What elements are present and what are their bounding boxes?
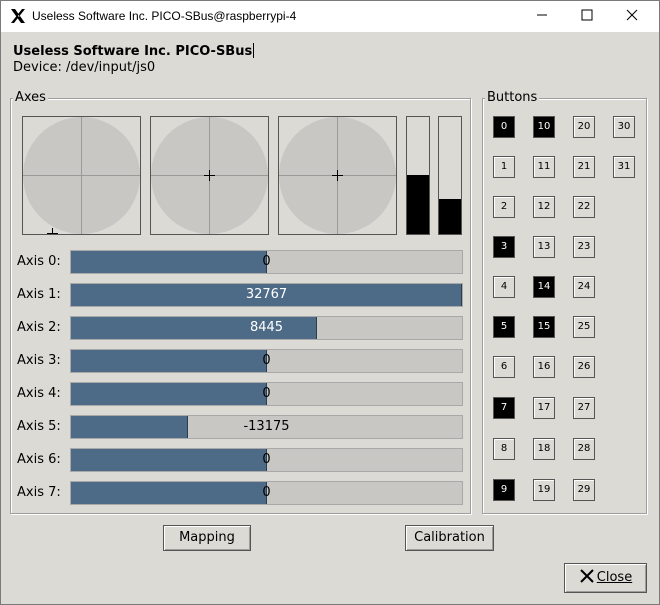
axis-progress-bar: 0 [70, 382, 463, 406]
close-button-label: Close [596, 570, 633, 585]
axis-progress-fill [71, 317, 317, 339]
minimize-button[interactable] [519, 1, 565, 32]
app-name: Useless Software Inc. PICO-SBus [13, 43, 255, 59]
axis-progress-bar: 0 [70, 250, 463, 274]
joystick-button-18: 18 [533, 438, 555, 460]
axis-progress-bar: -13175 [70, 415, 463, 439]
close-x-icon [579, 567, 595, 595]
axis-value: 0 [262, 254, 271, 269]
axis-value: 0 [262, 353, 271, 368]
axis-label: Axis 5: [17, 419, 61, 434]
stick-position-marker [332, 170, 343, 181]
joystick-button-0: 0 [493, 116, 515, 138]
axis-progress-bar: 8445 [70, 316, 463, 340]
axis-progress-fill [71, 383, 267, 405]
close-icon [626, 9, 638, 25]
axis-label: Axis 6: [17, 452, 61, 467]
joystick-button-9: 9 [493, 479, 515, 501]
axis-progress-fill [71, 449, 267, 471]
joystick-button-28: 28 [573, 438, 595, 460]
axis-progress-fill [71, 482, 267, 504]
joystick-button-21: 21 [573, 156, 595, 178]
joystick-button-12: 12 [533, 196, 555, 218]
axis-progress-bar: 0 [70, 481, 463, 505]
joystick-button-7: 7 [493, 397, 515, 419]
maximize-button[interactable] [564, 1, 610, 32]
joystick-button-29: 29 [573, 479, 595, 501]
joystick-button-19: 19 [533, 479, 555, 501]
axis-value: 0 [262, 452, 271, 467]
axis-progress-fill [71, 251, 267, 273]
joystick-button-13: 13 [533, 236, 555, 258]
level-fill [407, 175, 429, 234]
joystick-button-22: 22 [573, 196, 595, 218]
crosshair-v [81, 117, 82, 234]
x11-logo-icon [10, 8, 26, 28]
joystick-button-1: 1 [493, 156, 515, 178]
joystick-button-4: 4 [493, 276, 515, 298]
axes-frame-label: Axes [13, 90, 48, 105]
joystick-button-14: 14 [533, 276, 555, 298]
joystick-button-30: 30 [613, 116, 635, 138]
maximize-icon [581, 9, 593, 25]
window-title: Useless Software Inc. PICO-SBus@raspberr… [32, 9, 297, 23]
axis-label: Axis 4: [17, 386, 61, 401]
joystick-button-17: 17 [533, 397, 555, 419]
mapping-button[interactable]: Mapping [163, 525, 251, 551]
level-bar-1 [406, 116, 430, 235]
joystick-button-11: 11 [533, 156, 555, 178]
close-button[interactable]: Close [564, 563, 647, 593]
axis-value: 8445 [249, 320, 284, 335]
joystick-button-26: 26 [573, 356, 595, 378]
axis-value: 0 [262, 485, 271, 500]
joystick-button-23: 23 [573, 236, 595, 258]
joystick-button-31: 31 [613, 156, 635, 178]
axes-frame [10, 98, 471, 514]
level-fill [439, 199, 461, 234]
joystick-button-16: 16 [533, 356, 555, 378]
close-window-button[interactable] [609, 1, 655, 32]
axis-label: Axis 3: [17, 353, 61, 368]
axis-label: Axis 1: [17, 287, 61, 302]
stick-3 [278, 116, 397, 235]
axis-progress-bar: 0 [70, 448, 463, 472]
joystick-button-10: 10 [533, 116, 555, 138]
axis-progress-bar: 32767 [70, 283, 463, 307]
buttons-frame [482, 98, 647, 514]
axis-label: Axis 7: [17, 485, 61, 500]
calibration-button[interactable]: Calibration [405, 525, 494, 551]
joystick-button-27: 27 [573, 397, 595, 419]
joystick-button-20: 20 [573, 116, 595, 138]
minimize-icon [536, 9, 548, 25]
device-label: Device: /dev/input/js0 [13, 60, 156, 75]
stick-2 [150, 116, 269, 235]
joystick-button-5: 5 [493, 316, 515, 338]
joystick-button-24: 24 [573, 276, 595, 298]
axis-value: 0 [262, 386, 271, 401]
axis-label: Axis 0: [17, 254, 61, 269]
joystick-button-25: 25 [573, 316, 595, 338]
joystick-button-15: 15 [533, 316, 555, 338]
joystick-button-3: 3 [493, 236, 515, 258]
joystick-button-2: 2 [493, 196, 515, 218]
joystick-button-8: 8 [493, 438, 515, 460]
joystick-button-6: 6 [493, 356, 515, 378]
buttons-frame-label: Buttons [485, 90, 540, 105]
axis-progress-fill [71, 350, 267, 372]
axis-value: 32767 [245, 287, 288, 302]
level-bar-2 [438, 116, 462, 235]
app-name-text: Useless Software Inc. PICO-SBus [13, 44, 253, 59]
stick-position-marker [47, 228, 58, 234]
text-cursor [253, 43, 255, 58]
stick-position-marker [204, 170, 215, 181]
stick-1 [22, 116, 141, 235]
title-bar[interactable]: Useless Software Inc. PICO-SBus@raspberr… [1, 1, 659, 32]
axis-label: Axis 2: [17, 320, 61, 335]
axis-progress-bar: 0 [70, 349, 463, 373]
axis-progress-fill [71, 284, 462, 306]
axis-progress-fill [71, 416, 188, 438]
axis-value: -13175 [243, 419, 290, 434]
